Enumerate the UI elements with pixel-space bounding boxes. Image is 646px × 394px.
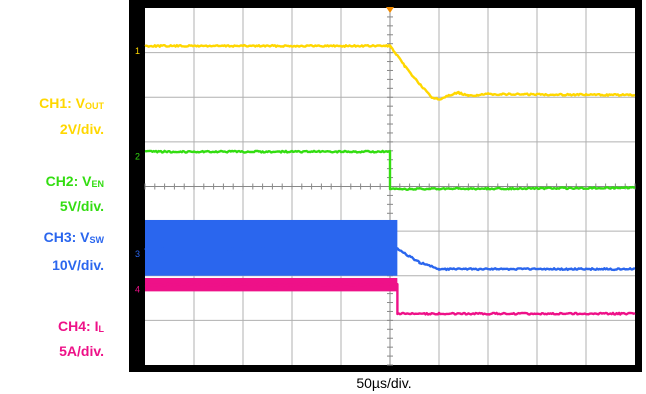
ground-marker-ch4: 4 (135, 285, 140, 295)
ground-marker-ch3: 3 (135, 249, 140, 259)
channel-label-ch2: CH2: VEN (45, 173, 104, 189)
channel-label-ch3: CH3: VSW (43, 229, 104, 245)
trace-ch2 (144, 149, 636, 191)
trace-ch3 (144, 247, 636, 272)
time-division-label: 50µs/div. (356, 375, 412, 391)
channel-label-ch4: CH4: IL (58, 318, 104, 334)
ground-marker-ch1: 1 (135, 46, 140, 56)
channel-scale-ch2: 5V/div. (59, 198, 104, 214)
channel-scale-ch1: 2V/div. (59, 121, 104, 137)
trigger-marker (386, 7, 394, 13)
channel-label-ch1: CH1: VOUT (39, 95, 104, 111)
channel-scale-ch3: 10V/div. (52, 257, 104, 273)
channel-scale-ch4: 5A/div. (59, 343, 104, 359)
trace-ch4 (144, 282, 636, 316)
oscilloscope-screen: 1 2 3 4 (129, 0, 642, 372)
trace-ch1 (144, 43, 636, 101)
ground-marker-ch2: 2 (135, 152, 140, 162)
